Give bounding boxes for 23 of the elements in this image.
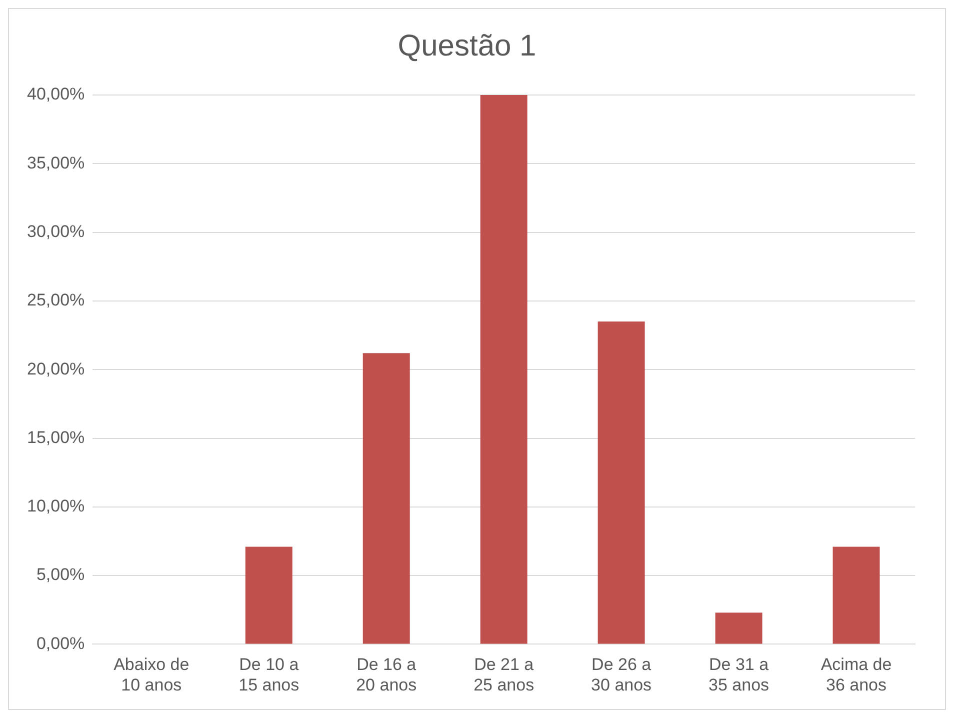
bar bbox=[480, 95, 528, 644]
y-tick-label: 40,00% bbox=[26, 84, 85, 104]
bar bbox=[715, 612, 762, 644]
bar bbox=[245, 546, 292, 644]
x-tick-label: De 10 a 15 anos bbox=[238, 655, 300, 694]
chart-title: Questão 1 bbox=[398, 29, 536, 62]
x-tick-label: Abaixo de 10 anos bbox=[114, 655, 190, 694]
y-tick-label: 5,00% bbox=[36, 565, 85, 584]
x-tick-label: De 16 a 20 anos bbox=[356, 655, 417, 694]
y-tick-label: 0,00% bbox=[36, 634, 85, 653]
x-tick-label: De 26 a 30 anos bbox=[591, 655, 652, 694]
y-tick-label: 20,00% bbox=[26, 359, 85, 378]
y-tick-label: 10,00% bbox=[26, 496, 85, 516]
y-tick-label: 15,00% bbox=[26, 428, 85, 447]
bar bbox=[832, 546, 880, 644]
x-tick-label: De 21 a 25 anos bbox=[474, 655, 534, 694]
bar bbox=[598, 322, 645, 644]
bar bbox=[362, 353, 410, 644]
x-tick-label: Acima de 36 anos bbox=[820, 655, 892, 694]
y-tick-label: 30,00% bbox=[26, 222, 85, 241]
y-tick-label: 35,00% bbox=[26, 153, 85, 172]
y-tick-label: 25,00% bbox=[26, 290, 85, 310]
x-tick-label: De 31 a 35 anos bbox=[708, 655, 770, 694]
